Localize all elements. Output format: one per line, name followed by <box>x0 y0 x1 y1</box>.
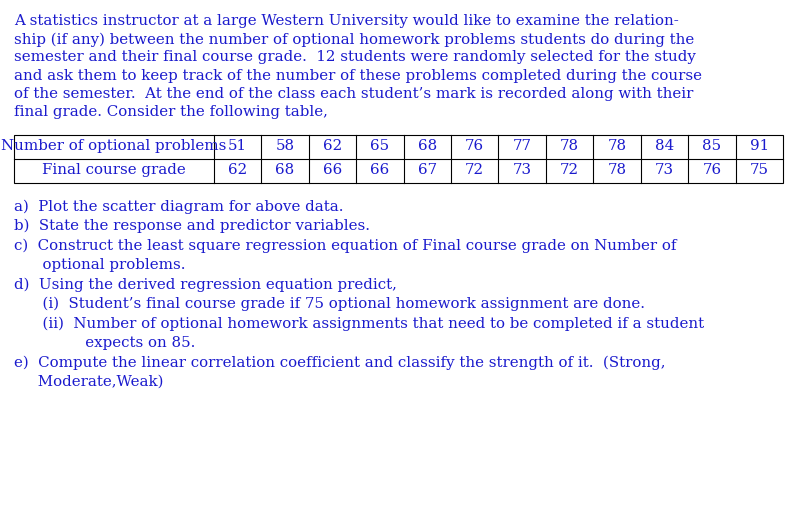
Text: 51: 51 <box>228 139 247 153</box>
Text: 67: 67 <box>418 163 437 177</box>
Text: 84: 84 <box>655 139 674 153</box>
Text: of the semester.  At the end of the class each student’s mark is recorded along : of the semester. At the end of the class… <box>14 87 693 101</box>
Text: 66: 66 <box>371 163 390 177</box>
Bar <box>14 135 783 183</box>
Text: and ask them to keep track of the number of these problems completed during the : and ask them to keep track of the number… <box>14 69 702 82</box>
Text: expects on 85.: expects on 85. <box>14 336 195 350</box>
Text: c)  Construct the least square regression equation of Final course grade on Numb: c) Construct the least square regression… <box>14 238 677 252</box>
Text: 72: 72 <box>560 163 579 177</box>
Text: 77: 77 <box>512 139 532 153</box>
Text: 72: 72 <box>465 163 485 177</box>
Text: optional problems.: optional problems. <box>14 258 186 272</box>
Text: 62: 62 <box>228 163 247 177</box>
Text: 58: 58 <box>276 139 295 153</box>
Text: e)  Compute the linear correlation coefficient and classify the strength of it. : e) Compute the linear correlation coeffi… <box>14 355 665 370</box>
Text: 78: 78 <box>560 139 579 153</box>
Text: 73: 73 <box>655 163 674 177</box>
Text: 68: 68 <box>276 163 295 177</box>
Text: 73: 73 <box>512 163 532 177</box>
Text: a)  Plot the scatter diagram for above data.: a) Plot the scatter diagram for above da… <box>14 199 344 214</box>
Text: 75: 75 <box>750 163 769 177</box>
Text: 76: 76 <box>702 163 721 177</box>
Text: 91: 91 <box>750 139 769 153</box>
Text: Moderate,Weak): Moderate,Weak) <box>14 375 163 389</box>
Text: 85: 85 <box>702 139 721 153</box>
Text: Final course grade: Final course grade <box>42 163 186 177</box>
Text: 65: 65 <box>371 139 390 153</box>
Text: (i)  Student’s final course grade if 75 optional homework assignment are done.: (i) Student’s final course grade if 75 o… <box>14 297 645 311</box>
Text: 66: 66 <box>323 163 342 177</box>
Text: 78: 78 <box>607 163 626 177</box>
Text: b)  State the response and predictor variables.: b) State the response and predictor vari… <box>14 219 370 233</box>
Text: Number of optional problems: Number of optional problems <box>2 139 226 153</box>
Text: 76: 76 <box>465 139 485 153</box>
Text: A statistics instructor at a large Western University would like to examine the : A statistics instructor at a large Weste… <box>14 14 679 28</box>
Text: ship (if any) between the number of optional homework problems students do durin: ship (if any) between the number of opti… <box>14 32 694 46</box>
Text: final grade. Consider the following table,: final grade. Consider the following tabl… <box>14 105 328 119</box>
Text: 68: 68 <box>418 139 437 153</box>
Text: d)  Using the derived regression equation predict,: d) Using the derived regression equation… <box>14 277 397 291</box>
Text: semester and their final course grade.  12 students were randomly selected for t: semester and their final course grade. 1… <box>14 50 696 64</box>
Text: (ii)  Number of optional homework assignments that need to be completed if a stu: (ii) Number of optional homework assignm… <box>14 316 704 331</box>
Text: 78: 78 <box>607 139 626 153</box>
Text: 62: 62 <box>323 139 342 153</box>
